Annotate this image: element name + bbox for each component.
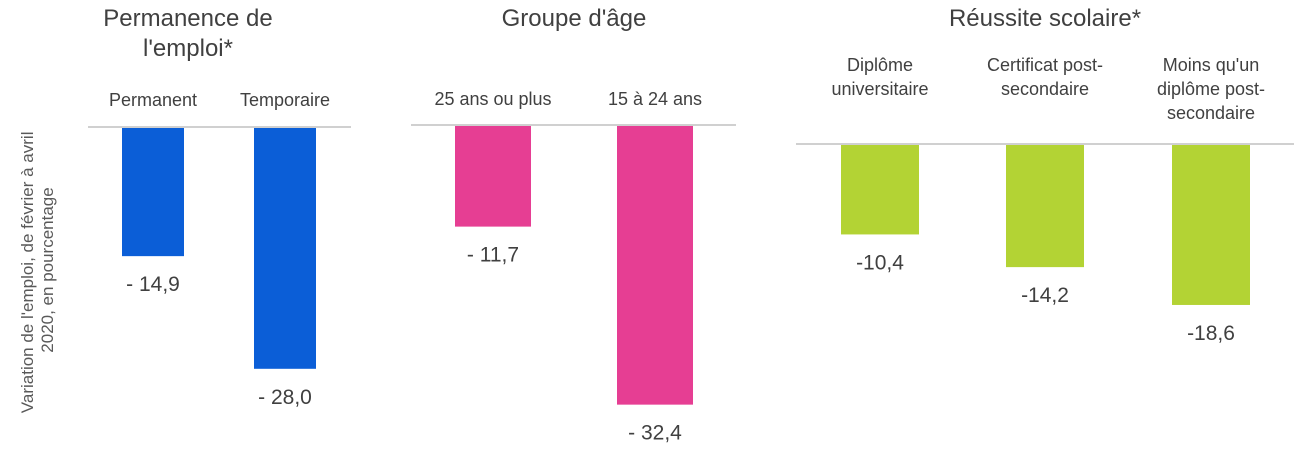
bar bbox=[254, 128, 316, 369]
value-label: - 32,4 bbox=[628, 422, 682, 445]
category-label-line: universitaire bbox=[831, 79, 928, 99]
category-label-line: 25 ans ou plus bbox=[434, 89, 551, 109]
bar bbox=[1172, 145, 1250, 305]
bar bbox=[617, 126, 693, 405]
category-label-line: Diplôme bbox=[847, 55, 913, 75]
category-label: Permanent bbox=[109, 90, 197, 110]
bar bbox=[122, 128, 184, 257]
value-label: - 11,7 bbox=[467, 244, 519, 267]
panel-title: Groupe d'âge bbox=[502, 5, 647, 32]
value-label: -14,2 bbox=[1021, 284, 1069, 307]
value-label: - 14,9 bbox=[126, 273, 180, 296]
bar bbox=[1006, 145, 1084, 268]
panel-title-line: Réussite scolaire* bbox=[949, 5, 1141, 32]
y-axis-label: Variation de l'emploi, de février à avri… bbox=[18, 127, 57, 413]
y-axis-label-line-1: Variation de l'emploi, de février à avri… bbox=[18, 132, 37, 414]
category-label: Certificat post-secondaire bbox=[987, 55, 1103, 99]
panel-1: Permanence de l'emploi* Permanent - 14,9 Tem… bbox=[88, 5, 351, 409]
category-label: 25 ans ou plus bbox=[434, 89, 551, 109]
chart-panels: Permanence de l'emploi* Permanent - 14,9 Tem… bbox=[88, 5, 1294, 445]
category-label-line: Temporaire bbox=[240, 90, 330, 110]
category-label: Diplôme universitaire bbox=[831, 55, 928, 99]
panel-3: Réussite scolaire* Diplôme universitaire -1… bbox=[796, 5, 1294, 345]
panel-title: Réussite scolaire* bbox=[949, 5, 1141, 32]
category-label-line: secondaire bbox=[1001, 79, 1089, 99]
y-axis-label-line-2: 2020, en pourcentage bbox=[38, 187, 57, 352]
category-label-line: Moins qu'un bbox=[1163, 55, 1260, 75]
category-label-line: secondaire bbox=[1167, 103, 1255, 123]
value-label: - 28,0 bbox=[258, 386, 312, 409]
category-label-line: 15 à 24 ans bbox=[608, 89, 702, 109]
category-label-line: Certificat post- bbox=[987, 55, 1103, 75]
value-label: -10,4 bbox=[856, 251, 904, 274]
value-label: -18,6 bbox=[1187, 322, 1235, 345]
panel-title-line: Groupe d'âge bbox=[502, 5, 647, 32]
category-label-line: Permanent bbox=[109, 90, 197, 110]
panel-title-line: l'emploi* bbox=[143, 35, 233, 62]
category-label: 15 à 24 ans bbox=[608, 89, 702, 109]
panel-2: Groupe d'âge 25 ans ou plus - 11,7 15 à 24 … bbox=[411, 5, 736, 445]
category-label: Temporaire bbox=[240, 90, 330, 110]
bar bbox=[455, 126, 531, 227]
bar bbox=[841, 145, 919, 235]
panel-title-line: Permanence de bbox=[103, 5, 272, 32]
category-label-line: diplôme post- bbox=[1157, 79, 1265, 99]
panel-title: Permanence de l'emploi* bbox=[103, 5, 272, 62]
category-label: Moins qu'un diplôme post-secondaire bbox=[1157, 55, 1265, 123]
